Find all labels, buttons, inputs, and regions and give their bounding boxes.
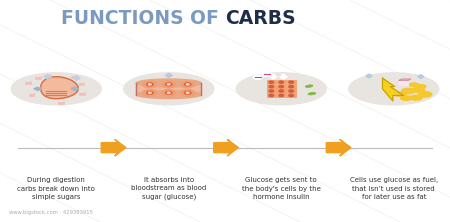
FancyArrow shape <box>279 74 288 79</box>
Ellipse shape <box>349 73 439 105</box>
Circle shape <box>289 90 293 92</box>
Bar <box>58 101 64 103</box>
Text: Cells use glucose as fuel,
that isn’t used is stored
for later use as fat: Cells use glucose as fuel, that isn’t us… <box>350 177 438 200</box>
Circle shape <box>269 90 274 92</box>
FancyArrow shape <box>214 139 239 156</box>
Bar <box>35 76 41 79</box>
Polygon shape <box>418 75 424 79</box>
Text: FUNCTIONS OF: FUNCTIONS OF <box>61 9 225 28</box>
Polygon shape <box>165 73 172 78</box>
Circle shape <box>146 91 153 95</box>
Ellipse shape <box>412 87 425 93</box>
Circle shape <box>165 83 172 86</box>
Circle shape <box>180 81 195 88</box>
Polygon shape <box>399 79 411 80</box>
Bar <box>267 93 276 97</box>
Bar <box>267 89 276 93</box>
Bar <box>267 85 276 89</box>
Circle shape <box>184 83 191 86</box>
Circle shape <box>289 81 293 83</box>
FancyArrow shape <box>269 74 277 79</box>
Polygon shape <box>366 74 372 78</box>
Ellipse shape <box>395 92 406 97</box>
Bar <box>79 92 86 95</box>
Circle shape <box>167 92 170 93</box>
Bar <box>71 75 77 76</box>
Bar <box>277 89 286 93</box>
Circle shape <box>146 83 153 86</box>
Circle shape <box>253 75 262 79</box>
Bar <box>35 76 41 77</box>
Ellipse shape <box>400 96 412 101</box>
Circle shape <box>143 89 157 96</box>
Circle shape <box>279 94 284 97</box>
Ellipse shape <box>124 73 214 105</box>
FancyArrow shape <box>34 87 41 91</box>
Bar <box>287 93 296 97</box>
Circle shape <box>279 90 284 92</box>
Bar <box>25 81 32 84</box>
Bar <box>29 93 34 94</box>
Ellipse shape <box>136 79 201 87</box>
Bar <box>287 85 296 89</box>
Polygon shape <box>44 74 51 79</box>
Ellipse shape <box>415 84 426 89</box>
Ellipse shape <box>305 85 313 87</box>
Circle shape <box>269 81 274 83</box>
Polygon shape <box>73 76 80 80</box>
Bar <box>136 83 201 95</box>
Text: CARBS: CARBS <box>225 9 296 28</box>
Text: During digestion
carbs break down into
simple sugars: During digestion carbs break down into s… <box>17 177 95 200</box>
Bar <box>287 89 296 93</box>
Circle shape <box>186 92 189 93</box>
Circle shape <box>165 91 172 95</box>
Text: Glucose gets sent to
the body's cells by the
hormone insulin: Glucose gets sent to the body's cells by… <box>242 177 321 200</box>
Text: www.bigstock.com · 429383915: www.bigstock.com · 429383915 <box>9 210 93 215</box>
FancyArrow shape <box>101 139 126 156</box>
Circle shape <box>162 81 176 88</box>
Bar <box>399 80 408 85</box>
Circle shape <box>289 94 293 97</box>
Bar <box>25 81 32 82</box>
Bar <box>78 82 85 83</box>
Circle shape <box>289 85 293 88</box>
Bar <box>45 75 51 77</box>
Circle shape <box>148 84 151 85</box>
Ellipse shape <box>11 73 101 105</box>
Circle shape <box>279 81 284 83</box>
Ellipse shape <box>236 73 326 105</box>
Circle shape <box>269 94 274 97</box>
Circle shape <box>162 89 176 96</box>
Circle shape <box>279 85 284 88</box>
Circle shape <box>269 85 274 88</box>
Circle shape <box>167 84 170 85</box>
Bar <box>267 80 276 84</box>
Bar <box>277 93 286 97</box>
FancyArrow shape <box>72 87 79 91</box>
Ellipse shape <box>401 88 415 94</box>
Circle shape <box>143 81 157 88</box>
Polygon shape <box>40 77 78 99</box>
Circle shape <box>148 92 151 93</box>
Ellipse shape <box>409 83 419 87</box>
Circle shape <box>184 91 191 95</box>
Text: It absorbs into
bloodstream as blood
sugar (glucose): It absorbs into bloodstream as blood sug… <box>131 177 207 200</box>
Bar <box>71 75 77 78</box>
FancyArrow shape <box>326 139 351 156</box>
Bar <box>78 82 85 85</box>
Bar <box>277 80 286 84</box>
Ellipse shape <box>418 91 432 97</box>
Bar <box>277 85 286 89</box>
Circle shape <box>262 72 271 77</box>
Circle shape <box>180 89 195 96</box>
Polygon shape <box>382 78 404 101</box>
Ellipse shape <box>308 92 316 95</box>
Bar <box>29 93 34 96</box>
Circle shape <box>186 84 189 85</box>
Bar <box>287 80 296 84</box>
Ellipse shape <box>410 95 423 100</box>
Ellipse shape <box>136 91 201 99</box>
Bar <box>79 92 86 93</box>
